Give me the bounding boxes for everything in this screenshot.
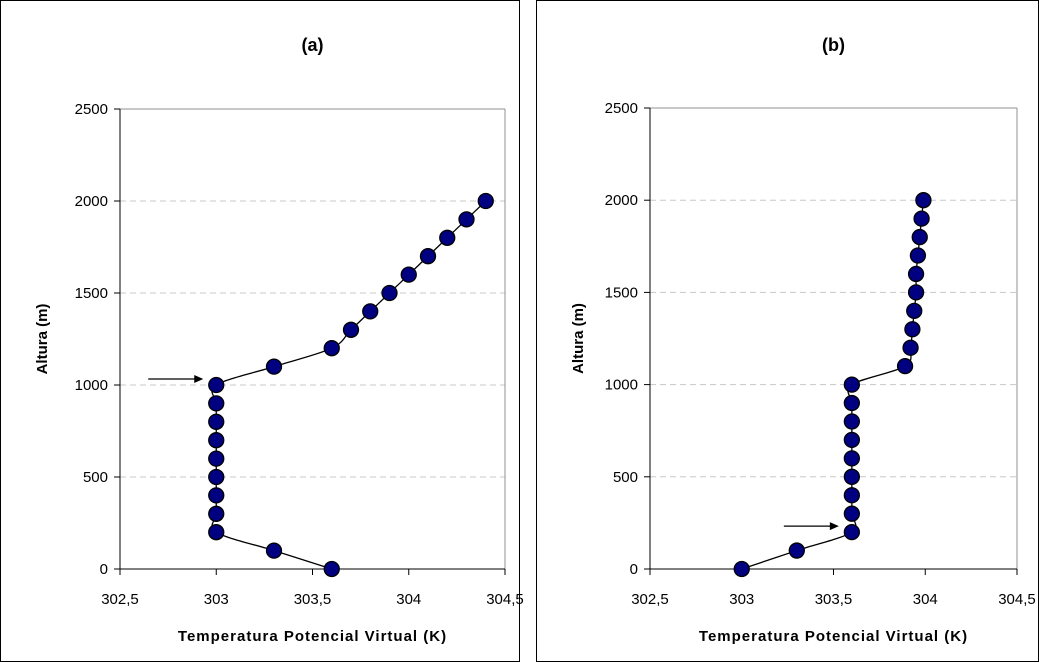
chart-a-y-tick-label: 500 (83, 469, 108, 486)
chart-a-x-tick-label: 304,5 (486, 591, 524, 608)
chart-a-data-point (323, 560, 340, 578)
chart-b-title: (b) (822, 35, 845, 55)
chart-b-data-point (843, 450, 861, 467)
chart-a-data-point (208, 413, 225, 430)
chart-b-data-point (896, 358, 914, 375)
chart-a-svg: (a) 0 500 1000 1500 2000 2500 302,5 303 303,5 304 3… (34, 35, 524, 645)
chart-b-annotation-arrow (783, 522, 839, 531)
chart-b-data-point (843, 487, 861, 504)
chart-a-data-point (419, 248, 437, 265)
chart-panel-a: (a) 0 500 1000 1500 2000 2500 302,5 303 303,5 304 3… (0, 0, 524, 662)
chart-b-y-tick-label: 0 (630, 561, 638, 578)
chart-a-data-point (265, 542, 283, 559)
chart-b-data-point (843, 505, 861, 522)
chart-a-data-point (265, 358, 283, 375)
chart-b-data-point (913, 210, 930, 227)
chart-a-data-point (208, 468, 225, 486)
chart-a-y-tick-label: 0 (100, 561, 108, 578)
chart-a-x-tick-label: 304 (396, 591, 421, 608)
chart-b-data-point (733, 560, 750, 578)
chart-b-data-point (843, 431, 861, 449)
chart-b-data-point (915, 192, 932, 209)
chart-b-data-point (843, 394, 861, 412)
chart-a-data-point (362, 303, 379, 320)
chart-b-arrow-head (829, 522, 839, 531)
chart-a-data-point (381, 284, 398, 302)
chart-b-data-point (907, 265, 925, 283)
chart-a-data-point (208, 450, 225, 467)
chart-a-data-point (208, 395, 225, 412)
chart-b-data-point (843, 376, 861, 393)
chart-a-x-tick-label: 303,5 (294, 591, 332, 608)
chart-b-data-point (911, 228, 928, 246)
chart-a-annotation-arrow (148, 375, 204, 383)
chart-a-data-point (208, 505, 225, 522)
chart-b-x-tick-label: 304,5 (998, 591, 1036, 608)
chart-a-title: (a) (302, 35, 324, 55)
chart-b-y-axis-label: Altura (m) (570, 303, 587, 374)
chart-b-data-point (902, 339, 919, 356)
chart-a-y-tick-label: 1500 (75, 285, 108, 302)
chart-a-x-tick-label: 303 (204, 591, 229, 608)
chart-a-data-point (208, 524, 225, 541)
chart-a-data-point (323, 340, 340, 357)
chart-b-y-tick-label: 1500 (605, 284, 638, 301)
chart-a-y-tick-label: 2000 (75, 193, 108, 210)
chart-b-x-tick-label: 303 (729, 591, 754, 608)
chart-panel-b: (b) 0 500 1000 1500 2000 2500 302,5 303 303,5 304 3… (536, 0, 1039, 662)
chart-b-data-point (907, 284, 925, 301)
chart-a-y-tick-label: 1000 (75, 377, 108, 394)
chart-a-data-point (400, 266, 417, 283)
chart-a-data-point (458, 211, 475, 228)
chart-b-data-point (843, 523, 861, 541)
chart-b-data-point (906, 302, 923, 319)
chart-a-data-point (477, 192, 494, 210)
chart-b-x-tick-label: 304 (913, 591, 938, 608)
chart-b-x-tick-label: 302,5 (631, 591, 669, 608)
chart-b-data-point (788, 542, 805, 559)
chart-b-y-tick-label: 500 (613, 469, 638, 486)
chart-a-x-tick-label: 302,5 (101, 591, 139, 608)
chart-b-x-axis-label: Temperatura Potencial Virtual (K) (699, 628, 968, 645)
chart-b-data-point (909, 247, 927, 264)
chart-b-data-point (843, 413, 861, 430)
chart-a-arrow-head (194, 375, 204, 383)
chart-b-y-tick-label: 2000 (605, 192, 638, 209)
chart-a-data-point (342, 321, 360, 338)
chart-a-y-axis-label: Altura (m) (34, 304, 51, 375)
chart-a-y-tick-label: 2500 (75, 101, 108, 118)
chart-b-data-point (843, 468, 861, 485)
chart-b-y-tick-label: 1000 (605, 377, 638, 394)
chart-b-x-tick-label: 303,5 (815, 591, 853, 608)
chart-a-x-axis-label: Temperatura Potencial Virtual (K) (178, 628, 447, 645)
chart-b-data-point (904, 321, 921, 338)
chart-a-data-point (208, 376, 225, 394)
chart-a-data-point (439, 229, 456, 246)
chart-a-data-point (208, 432, 225, 449)
chart-b-y-tick-label: 2500 (605, 100, 638, 117)
chart-b-svg: (b) 0 500 1000 1500 2000 2500 302,5 303 303,5 304 3… (570, 35, 1036, 645)
chart-a-data-point (208, 487, 225, 504)
